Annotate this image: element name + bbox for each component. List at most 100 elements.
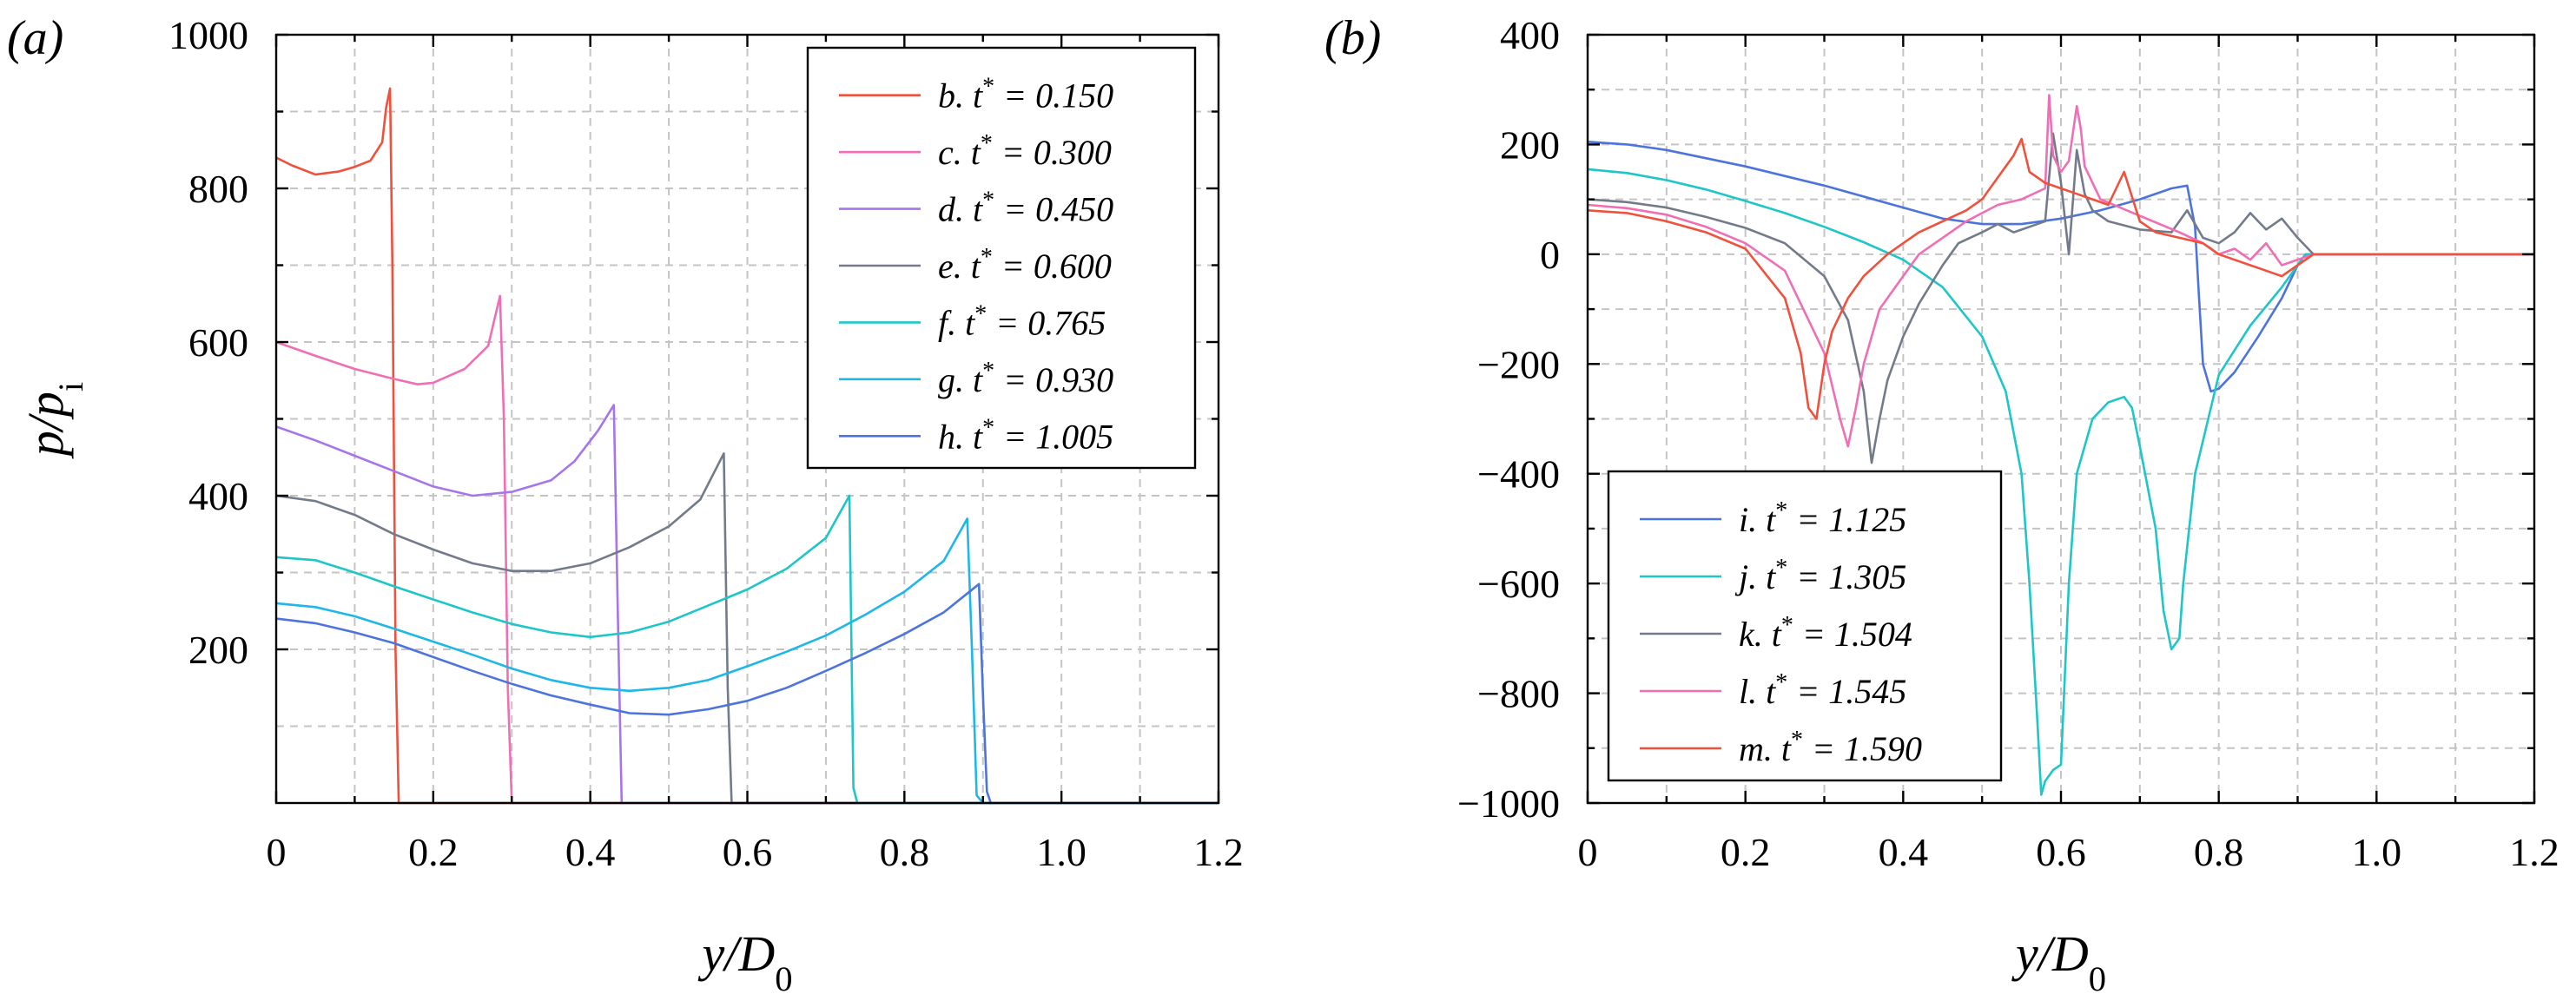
legend-label-5-part: = 1.590 xyxy=(1803,729,1922,768)
series-line-3 xyxy=(1587,132,2534,464)
x-tick-label: 0.2 xyxy=(1721,830,1771,874)
legend-label-2-part: j. t xyxy=(1734,557,1776,596)
y-axis-label-sub: i xyxy=(51,382,90,392)
legend-label-1-sup: * xyxy=(1775,497,1787,524)
legend-label-1-sup: * xyxy=(982,73,994,100)
x-tick-label: 0.6 xyxy=(2036,830,2086,874)
legend-label-2: c. t* = 0.300 xyxy=(938,130,1112,173)
y-tick-label: 800 xyxy=(188,167,248,211)
legend-label-5-sup: * xyxy=(974,300,987,327)
legend-label-5-sup: * xyxy=(1791,727,1803,754)
y-tick-label: 200 xyxy=(1500,122,1560,167)
legend-label-3: k. t* = 1.504 xyxy=(1739,612,1912,655)
legend-label-3-part: = 0.450 xyxy=(994,190,1113,229)
x-axis-label: y/D0 xyxy=(2011,925,2106,994)
legend-label-2-part: = 0.300 xyxy=(993,133,1112,172)
legend-label-5-part: m. t xyxy=(1739,729,1792,768)
y-tick-label: 0 xyxy=(1540,233,1560,277)
legend-label-6-part: = 0.930 xyxy=(994,360,1113,399)
series-line-4 xyxy=(1587,94,2534,448)
y-axis-label: p/pi xyxy=(17,382,90,459)
legend-label-3-part: = 1.504 xyxy=(1793,615,1912,654)
legend-label-2-sup: * xyxy=(981,130,993,157)
x-tick-label: 0.4 xyxy=(565,830,616,874)
legend-label-3-sup: * xyxy=(982,187,994,214)
legend-label-3-part: d. t xyxy=(938,190,983,229)
x-tick-label: 0 xyxy=(267,830,287,874)
x-tick-label: 1.0 xyxy=(2352,830,2402,874)
series-line-1 xyxy=(275,87,1219,805)
series-line-5 xyxy=(1587,137,2534,420)
x-tick-label: 0.8 xyxy=(880,830,930,874)
x-axis-label: y/D0 xyxy=(697,925,792,994)
y-tick-label: 400 xyxy=(1500,13,1560,57)
legend-label-4-sup: * xyxy=(981,244,993,271)
x-tick-label: 0.2 xyxy=(408,830,459,874)
series-line-2 xyxy=(275,294,1219,805)
y-tick-label: 200 xyxy=(188,628,248,672)
series-line-6 xyxy=(275,517,1219,805)
x-tick-label: 1.2 xyxy=(2509,830,2559,874)
series-line-4 xyxy=(275,451,1219,805)
legend-label-1-part: = 1.125 xyxy=(1787,500,1906,539)
x-tick-label: 0.6 xyxy=(723,830,773,874)
legend-label-7-part: = 1.005 xyxy=(994,417,1113,456)
legend-label-6: g. t* = 0.930 xyxy=(938,357,1113,399)
legend-label-4-part: = 0.600 xyxy=(993,247,1112,286)
legend-label-3: d. t* = 0.450 xyxy=(938,187,1113,228)
legend-label-2-part: c. t xyxy=(938,133,981,172)
legend-label-4-part: = 1.545 xyxy=(1787,672,1906,711)
legend-label-7: h. t* = 1.005 xyxy=(938,414,1113,457)
y-tick-label: 600 xyxy=(188,320,248,365)
legend-label-6-part: g. t xyxy=(938,360,983,399)
legend-label-4: l. t* = 1.545 xyxy=(1739,669,1906,712)
x-tick-label: 0.8 xyxy=(2194,830,2244,874)
legend-label-4-part: e. t xyxy=(938,247,981,286)
legend-label-3-part: k. t xyxy=(1739,615,1782,654)
y-tick-label: −200 xyxy=(1477,342,1560,386)
legend-label-1: i. t* = 1.125 xyxy=(1739,497,1906,540)
x-tick-label: 1.2 xyxy=(1193,830,1244,874)
legend-label-5-part: = 0.765 xyxy=(987,303,1106,342)
panel-label: (b) xyxy=(1324,11,1381,65)
y-tick-label: 1000 xyxy=(168,13,248,57)
x-tick-label: 0 xyxy=(1578,830,1598,874)
series-line-2 xyxy=(1587,168,2534,796)
y-tick-label: 400 xyxy=(188,474,248,518)
x-tick-label: 0.4 xyxy=(1879,830,1929,874)
x-axis-label-sub: 0 xyxy=(775,959,792,994)
y-tick-label: −600 xyxy=(1477,562,1560,606)
legend-label-2: j. t* = 1.305 xyxy=(1734,555,1906,597)
legend-label-2-part: = 1.305 xyxy=(1787,557,1906,596)
legend-label-4: e. t* = 0.600 xyxy=(938,244,1112,286)
legend-label-1-part: = 0.150 xyxy=(994,76,1113,115)
series-line-5 xyxy=(275,494,1219,805)
y-axis-label-part: p/p xyxy=(17,392,74,459)
legend-label-7-part: h. t xyxy=(938,417,983,456)
legend-label-5: m. t* = 1.590 xyxy=(1739,727,1922,769)
legend-box xyxy=(806,46,1197,470)
legend-label-4-part: l. t xyxy=(1739,672,1776,711)
legend-label-4-sup: * xyxy=(1775,669,1787,696)
panel-b: 0 0.2 0.4 0.6 0.8 1.0 1.2 −1000 −800 −600 −400 −200… xyxy=(1324,11,2559,994)
panel-label: (a) xyxy=(7,11,63,65)
y-tick-label: −1000 xyxy=(1457,781,1560,826)
legend-label-2-sup: * xyxy=(1775,555,1787,582)
legend-label-6-sup: * xyxy=(982,357,994,384)
legend-label-1-part: i. t xyxy=(1739,500,1776,539)
legend-label-1-part: b. t xyxy=(938,76,983,115)
x-axis-label-sub: 0 xyxy=(2089,959,2106,994)
x-axis-label-part: y/D xyxy=(697,925,775,982)
series-line-7 xyxy=(275,583,1219,805)
panel-a: 0 0.2 0.4 0.6 0.8 1.0 1.2 200 400 600 800 1000 (a) y/… xyxy=(7,11,1244,994)
series-line-3 xyxy=(275,404,1219,805)
x-tick-label: 1.0 xyxy=(1036,830,1087,874)
legend-label-5: f. t* = 0.765 xyxy=(938,300,1106,343)
series-line-1 xyxy=(1587,141,2534,393)
y-tick-label: −400 xyxy=(1477,452,1560,497)
y-tick-label: −800 xyxy=(1477,672,1560,716)
legend-label-7-sup: * xyxy=(982,414,994,441)
legend-label-1: b. t* = 0.150 xyxy=(938,73,1113,115)
legend-label-3-sup: * xyxy=(1781,612,1793,639)
